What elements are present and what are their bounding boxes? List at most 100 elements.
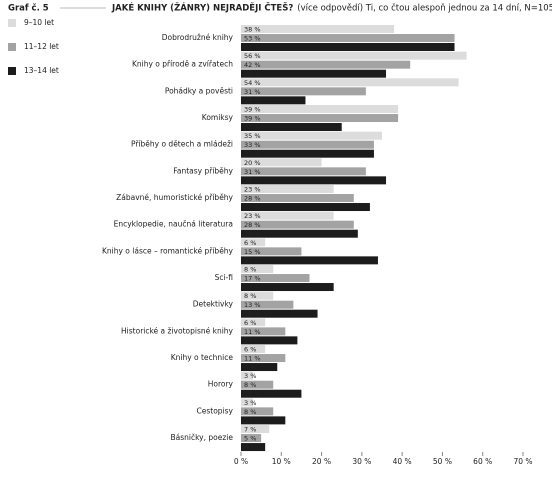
bar [241,318,266,327]
value-label: 7 % [244,426,256,434]
value-label: 35 % [244,132,261,140]
bar [241,25,395,33]
category-label: Horory [208,380,234,389]
x-tick-label: 70 % [513,457,532,466]
bar [241,443,266,452]
category-label: Zábavné, humoristické příběhy [116,193,233,202]
bar [241,398,254,407]
bar [241,131,382,140]
value-label: 34 % [244,257,261,265]
value-label: 36 % [244,70,261,78]
value-label: 38 % [244,26,261,34]
bar [241,176,387,185]
bar [241,256,378,265]
category-label: Příběhy o dětech a mládeži [131,140,233,149]
legend-swatch [8,67,16,75]
x-tick-label: 20 % [312,457,331,466]
value-label: 17 % [244,275,261,283]
category-label: Knihy o technice [171,353,234,362]
bar [241,149,374,158]
bar [241,354,286,363]
bar [241,158,322,167]
x-tick-label: 30 % [352,457,371,466]
bar [241,203,370,212]
value-label: 33 % [244,141,261,149]
bar [241,291,274,300]
value-label: 15 % [244,248,261,256]
value-label: 23 % [244,186,261,194]
value-label: 53 % [244,44,261,52]
category-label: Cestopisy [197,406,234,415]
legend-label: 13–14 let [24,66,59,75]
x-tick-label: 60 % [473,457,492,466]
bar [241,87,366,96]
bar [241,185,334,194]
category-label: Knihy o přírodě a zvířatech [132,60,233,69]
category-label: Fantasy příběhy [173,166,233,175]
value-label: 14 % [244,337,261,345]
value-label: 32 % [244,204,261,212]
value-label: 56 % [244,52,261,60]
bar [241,123,342,132]
category-label: Básničky, poezie [171,433,234,442]
bar [241,309,318,318]
value-label: 23 % [244,284,261,292]
bar [241,300,294,309]
value-label: 3 % [244,372,256,380]
bar [241,220,354,229]
value-label: 8 % [244,266,256,274]
value-label: 6 % [244,346,256,354]
value-label: 25 % [244,124,261,132]
bar [241,96,306,105]
bar [241,425,270,434]
value-label: 29 % [244,230,261,238]
value-label: 54 % [244,79,261,87]
bar [241,105,399,114]
value-label: 6 % [244,239,256,247]
value-label: 3 % [244,399,256,407]
bar [241,51,467,60]
legend-label: 11–12 let [24,42,59,51]
value-label: 6 % [244,444,256,452]
category-label: Komiksy [202,113,234,122]
value-label: 6 % [244,319,256,327]
bar [241,363,278,372]
bar [241,60,411,69]
value-label: 8 % [244,408,256,416]
category-label: Pohádky a pověsti [165,86,233,95]
figure-label: Graf č. 5 [8,3,49,14]
value-label: 9 % [244,364,256,372]
x-tick-label: 40 % [393,457,412,466]
value-label: 11 % [244,328,261,336]
category-label: Dobrodružné knihy [162,33,234,42]
bar [241,114,399,123]
value-label: 8 % [244,381,256,389]
bar [241,211,334,220]
value-label: 42 % [244,61,261,69]
bar [241,238,266,247]
value-label: 20 % [244,159,261,167]
value-label: 36 % [244,177,261,185]
bar [241,371,254,380]
category-label: Encyklopedie, naučná literatura [114,220,233,229]
x-tick-label: 10 % [272,457,291,466]
value-label: 39 % [244,115,261,123]
bar [241,167,366,176]
value-label: 31 % [244,168,261,176]
category-label: Detektivky [193,300,234,309]
bar [241,78,459,87]
bar [241,274,310,283]
bar [241,34,455,42]
category-label: Historické a životopisné knihy [121,326,234,335]
value-label: 5 % [244,435,256,443]
value-label: 11 % [244,417,261,425]
category-label: Sci-fi [215,273,234,282]
value-label: 28 % [244,195,261,203]
value-label: 53 % [244,35,261,43]
value-label: 23 % [244,212,261,220]
bar [241,140,374,149]
x-tick-label: 50 % [433,457,452,466]
value-label: 11 % [244,355,261,363]
legend-label: 9–10 let [24,18,54,27]
